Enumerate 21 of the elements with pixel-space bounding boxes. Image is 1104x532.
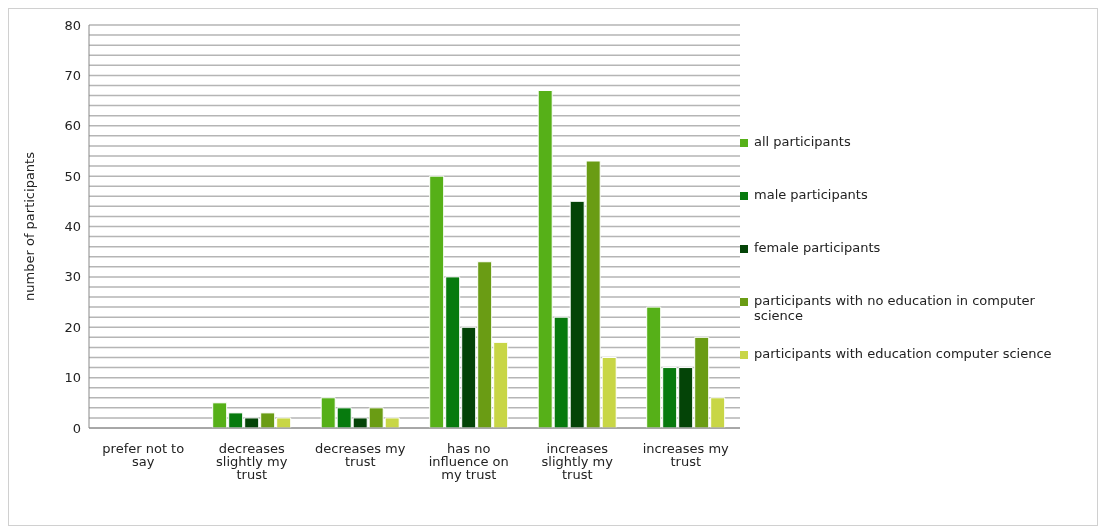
x-tick-label: increases my trust bbox=[642, 441, 730, 470]
legend-label: male participants bbox=[754, 186, 868, 202]
y-tick-label: 30 bbox=[64, 269, 81, 285]
y-tick-label: 70 bbox=[64, 67, 81, 83]
y-tick-label: 20 bbox=[64, 319, 81, 335]
legend-label: female participants bbox=[754, 239, 881, 255]
y-tick-label: 60 bbox=[64, 118, 81, 134]
y-tick-label: 40 bbox=[64, 219, 81, 235]
x-tick-label: decreases slightly my trust bbox=[216, 441, 288, 483]
x-tick-label: increases slightly my trust bbox=[541, 441, 614, 483]
x-tick-label: has no influence on my trust bbox=[428, 441, 509, 483]
y-axis-title: number of participants bbox=[21, 151, 37, 301]
x-tick-label: prefer not to say bbox=[102, 441, 185, 470]
x-tick-label: decreases my trust bbox=[315, 441, 406, 470]
y-tick-label: 0 bbox=[72, 420, 81, 436]
legend-label: participants with no education in computer science bbox=[754, 292, 1036, 323]
y-tick-label: 10 bbox=[64, 370, 81, 386]
legend-label: all participants bbox=[754, 133, 851, 149]
legend-label: participants with education computer science bbox=[754, 345, 1052, 361]
y-tick-label: 50 bbox=[64, 168, 81, 184]
y-tick-label: 80 bbox=[64, 17, 81, 33]
